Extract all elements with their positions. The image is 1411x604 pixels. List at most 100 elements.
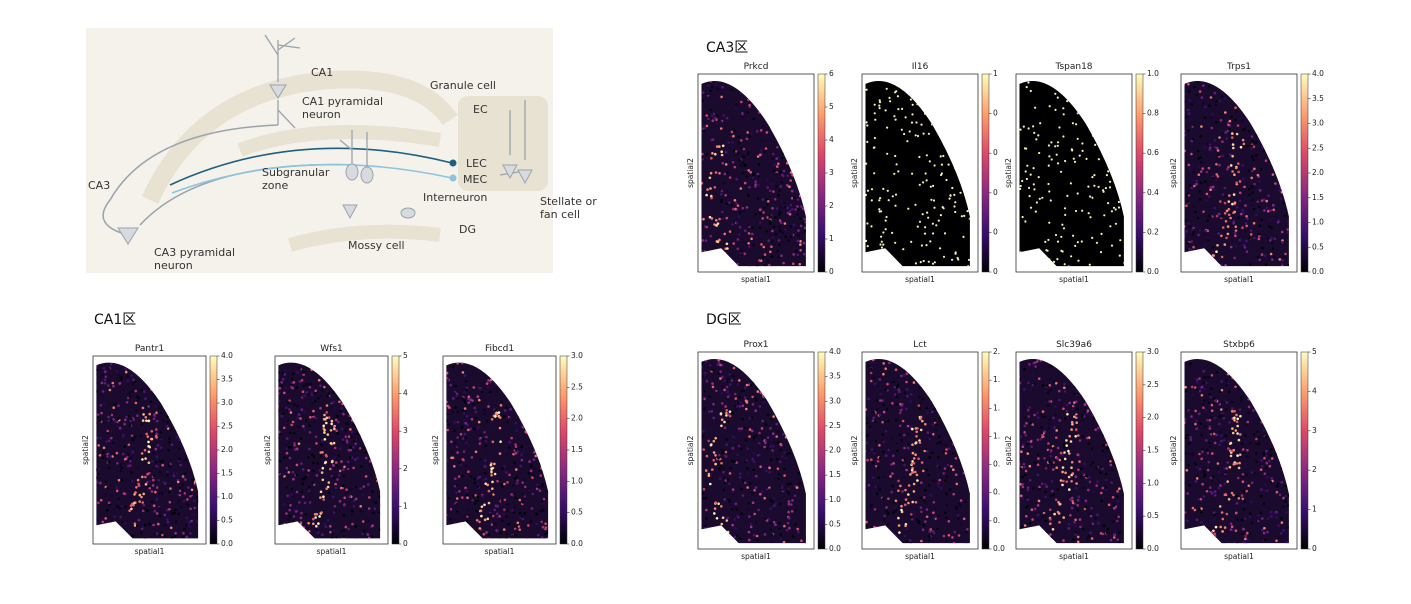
spot: [1027, 81, 1030, 84]
spot: [744, 169, 748, 172]
colorbar: [981, 73, 990, 273]
spot: [342, 412, 345, 416]
spot: [745, 137, 749, 141]
spot: [952, 541, 956, 544]
spot: [133, 522, 137, 525]
spot: [101, 520, 104, 524]
colorbar-tick-label: 4.0: [1312, 69, 1324, 78]
spot: [943, 232, 947, 235]
spot: [906, 446, 910, 450]
spot: [1217, 232, 1221, 235]
spot: [504, 471, 508, 474]
spot: [783, 474, 786, 477]
spot: [932, 184, 935, 187]
spot: [461, 496, 464, 499]
spot: [502, 528, 506, 531]
spot: [1187, 90, 1191, 93]
spot: [173, 535, 177, 538]
spot: [469, 413, 473, 416]
spot: [773, 243, 776, 246]
spot: [719, 193, 723, 196]
spot: [1253, 182, 1256, 186]
spot: [1099, 251, 1103, 254]
spot: [450, 450, 453, 453]
spot: [1250, 203, 1253, 206]
spot: [105, 508, 109, 512]
spot: [902, 476, 906, 479]
spot: [1201, 167, 1205, 170]
spot: [121, 520, 124, 524]
spot: [909, 515, 913, 518]
spot: [299, 437, 303, 440]
spot: [156, 444, 160, 447]
spot: [751, 232, 754, 236]
spot: [521, 501, 525, 504]
spot: [478, 473, 481, 477]
spot: [446, 470, 448, 473]
spot: [727, 413, 731, 417]
spot: [321, 533, 324, 536]
spot: [739, 164, 743, 167]
spot: [1198, 228, 1202, 232]
spot: [323, 413, 326, 417]
spot: [345, 488, 348, 491]
spot: [1109, 180, 1112, 183]
spot: [732, 492, 736, 496]
spot: [108, 461, 111, 464]
spot: [477, 425, 481, 429]
spot: [319, 406, 322, 410]
spot: [1272, 256, 1276, 259]
spot: [1114, 222, 1117, 225]
spot: [458, 461, 461, 465]
spot: [1081, 149, 1084, 152]
spot: [1241, 208, 1244, 212]
spot: [1243, 185, 1246, 189]
spot: [797, 233, 800, 237]
panel-title: CA1区: [94, 312, 136, 328]
spot: [339, 447, 342, 451]
spot: [701, 433, 705, 437]
spot: [315, 512, 319, 516]
spot: [347, 527, 350, 531]
spot: [954, 201, 957, 204]
spot: [1213, 233, 1216, 236]
spot: [138, 500, 141, 503]
spot: [308, 447, 311, 451]
spot: [1188, 181, 1192, 184]
spot: [783, 524, 786, 528]
spot: [799, 240, 802, 243]
spot: [742, 147, 746, 151]
spot: [1229, 140, 1233, 143]
spot: [317, 531, 320, 534]
spot: [1217, 153, 1220, 157]
spot: [731, 230, 734, 233]
spot: [1203, 232, 1206, 236]
spot: [930, 410, 934, 414]
spot: [141, 475, 144, 479]
spot: [1202, 101, 1206, 105]
spot: [300, 490, 304, 494]
spot: [333, 446, 337, 450]
spot: [736, 204, 740, 207]
spot: [946, 466, 950, 470]
spot: [351, 522, 354, 526]
colorbar-tick-label: 6: [829, 69, 834, 78]
spot: [702, 448, 705, 451]
spot: [722, 182, 726, 185]
spot: [1022, 125, 1025, 128]
spot: [966, 528, 969, 531]
spot: [766, 443, 770, 447]
spot: [370, 535, 374, 538]
colorbar-tick-label: 0: [403, 539, 408, 548]
spot: [882, 231, 885, 234]
spot: [1242, 142, 1246, 146]
spot: [456, 362, 459, 365]
spot: [1227, 131, 1231, 134]
spot: [1193, 184, 1196, 188]
spot: [907, 484, 911, 487]
spot: [767, 484, 770, 488]
spot: [799, 205, 803, 208]
spot: [493, 462, 496, 466]
colorbar-tick-label: 0.5: [829, 519, 841, 528]
spot: [185, 535, 189, 539]
